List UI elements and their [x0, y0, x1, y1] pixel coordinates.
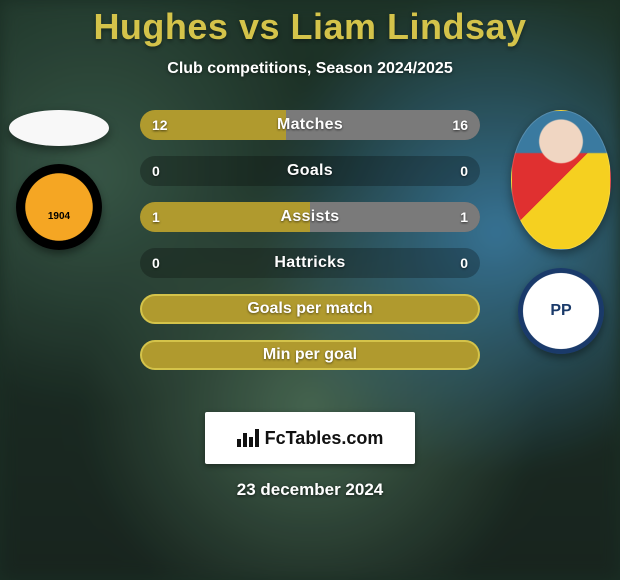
stat-right-value: 16: [440, 110, 480, 140]
player-left-photo: [9, 110, 109, 146]
comparison-area: PP 12Matches160Goals01Assists10Hattricks…: [0, 110, 620, 400]
player-left-column: [4, 110, 114, 250]
stat-row: 12Matches16: [140, 110, 480, 140]
stat-label: Hattricks: [140, 248, 480, 278]
club-badge-right-label: PP: [550, 302, 571, 320]
stat-right-value: 1: [448, 202, 480, 232]
stat-row: 0Hattricks0: [140, 248, 480, 278]
subtitle: Club competitions, Season 2024/2025: [0, 60, 620, 78]
stat-row-extra: Goals per match: [140, 294, 480, 324]
stat-row-extra: Min per goal: [140, 340, 480, 370]
player-right-column: PP: [506, 110, 616, 354]
stat-row: 1Assists1: [140, 202, 480, 232]
branding-icon: [237, 429, 259, 447]
stat-label: Assists: [140, 202, 480, 232]
player-right-photo: [511, 110, 611, 250]
date-text: 23 december 2024: [0, 480, 620, 500]
club-badge-right: PP: [518, 268, 604, 354]
stat-row: 0Goals0: [140, 156, 480, 186]
stat-right-value: 0: [448, 156, 480, 186]
stat-label: Goals: [140, 156, 480, 186]
page-title: Hughes vs Liam Lindsay: [0, 0, 620, 48]
club-badge-left: [16, 164, 102, 250]
stat-bars: 12Matches160Goals01Assists10Hattricks0Go…: [140, 110, 480, 386]
stat-right-value: 0: [448, 248, 480, 278]
stat-label: Matches: [140, 110, 480, 140]
branding-text: FcTables.com: [265, 428, 384, 449]
branding-badge: FcTables.com: [205, 412, 415, 464]
